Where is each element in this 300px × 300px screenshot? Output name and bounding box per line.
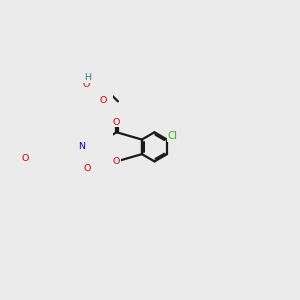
Text: O: O bbox=[83, 164, 91, 173]
Text: O: O bbox=[113, 118, 120, 127]
Text: N: N bbox=[78, 142, 85, 151]
Text: O: O bbox=[100, 96, 107, 105]
Text: O: O bbox=[113, 157, 120, 166]
Text: H: H bbox=[84, 73, 91, 82]
Text: O: O bbox=[82, 80, 90, 89]
Text: O: O bbox=[21, 154, 28, 163]
Text: Cl: Cl bbox=[168, 131, 178, 141]
